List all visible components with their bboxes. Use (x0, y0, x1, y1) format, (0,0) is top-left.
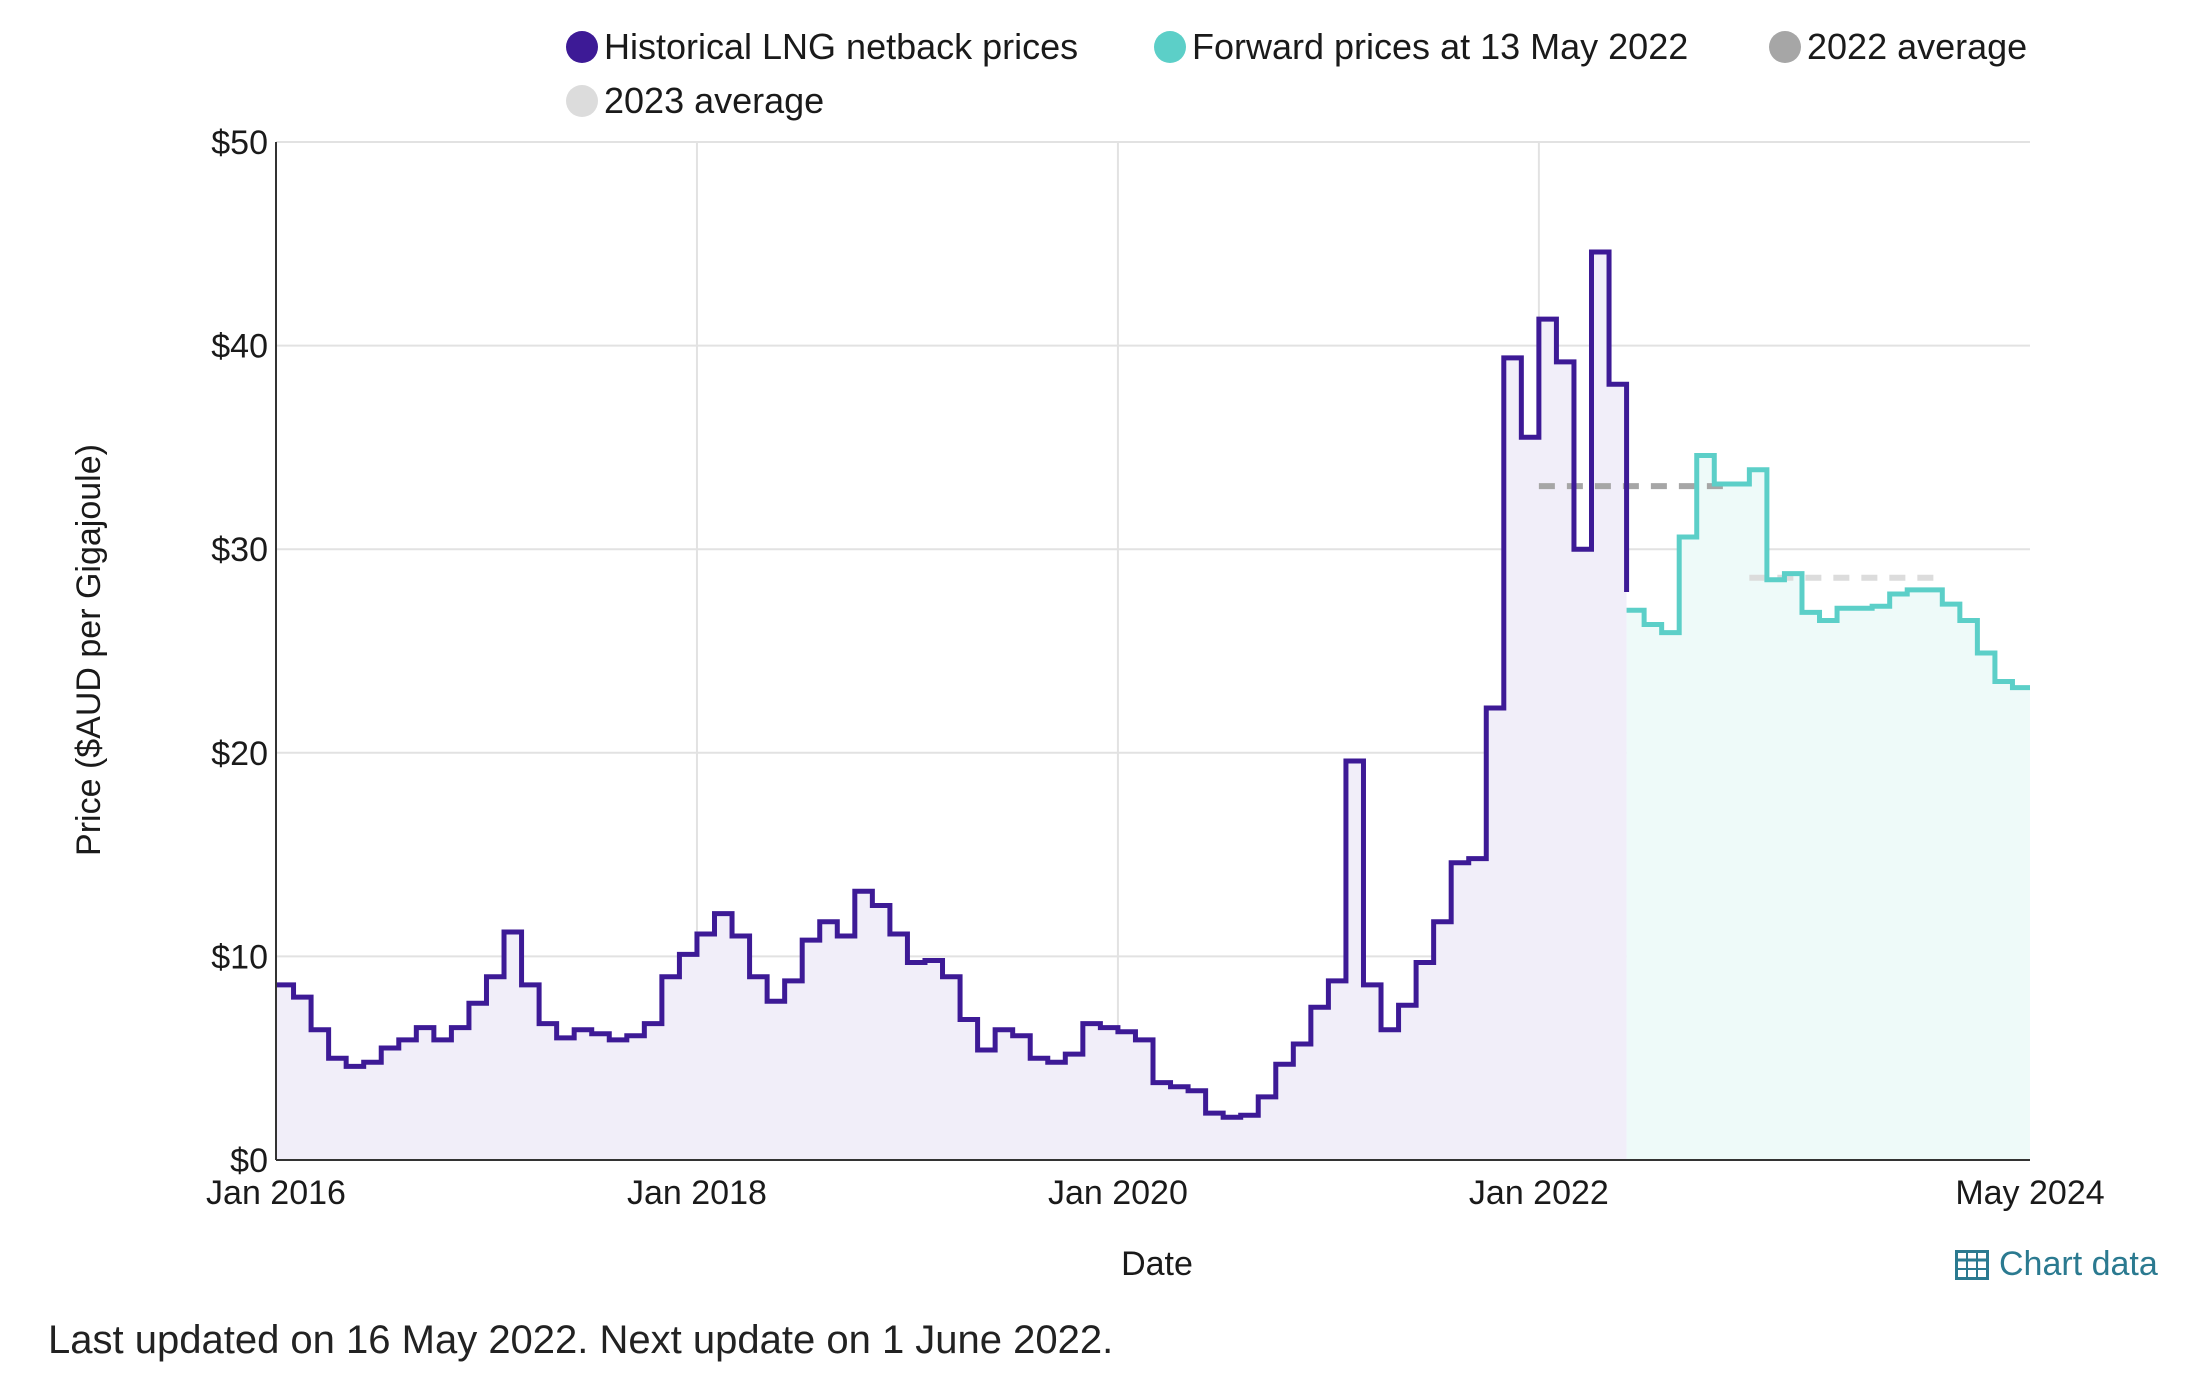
last-updated-note: Last updated on 16 May 2022. Next update… (48, 1318, 1114, 1362)
chart-data-label: Chart data (1999, 1245, 2158, 1283)
series-lines (276, 249, 2030, 1120)
legend: Historical LNG netback prices Forward pri… (566, 26, 2027, 121)
x-tick-label: Jan 2020 (1048, 1174, 1188, 1212)
table-icon (1955, 1249, 1989, 1280)
x-tick-label: Jan 2018 (627, 1174, 767, 1212)
y-tick-label: $40 (211, 328, 268, 366)
series-1-line (1626, 453, 2030, 691)
legend-label-3: 2023 average (604, 80, 824, 121)
series-0-line (276, 249, 1630, 1120)
legend-marker-2 (1769, 31, 1801, 63)
series-1-area (1626, 455, 2030, 1160)
chart-data-link[interactable]: Chart data (1955, 1245, 2158, 1284)
y-tick-label: $10 (211, 938, 268, 976)
legend-marker-3 (566, 85, 598, 117)
x-tick-label: Jan 2022 (1469, 1174, 1609, 1212)
y-tick-label: $50 (211, 124, 268, 162)
legend-label-1: Forward prices at 13 May 2022 (1192, 26, 1688, 67)
legend-marker-1 (1154, 31, 1186, 63)
y-tick-label: $30 (211, 531, 268, 569)
axes: $0 $10 $20 $30 $40 $50 Jan 2016 Jan 2018 Jan 202… (206, 124, 2105, 1212)
x-axis-title: Date (1121, 1245, 1193, 1283)
legend-label-2: 2022 average (1807, 26, 2027, 67)
y-tick-label: $0 (230, 1142, 268, 1180)
x-tick-label: May 2024 (1955, 1174, 2104, 1212)
legend-label-0: Historical LNG netback prices (604, 26, 1078, 67)
y-axis-title: Price ($AUD per Gigajoule) (70, 444, 108, 856)
y-tick-label: $20 (211, 735, 268, 773)
series-0-area (276, 251, 1627, 1161)
legend-marker-0 (566, 31, 598, 63)
x-tick-label: Jan 2016 (206, 1174, 346, 1212)
